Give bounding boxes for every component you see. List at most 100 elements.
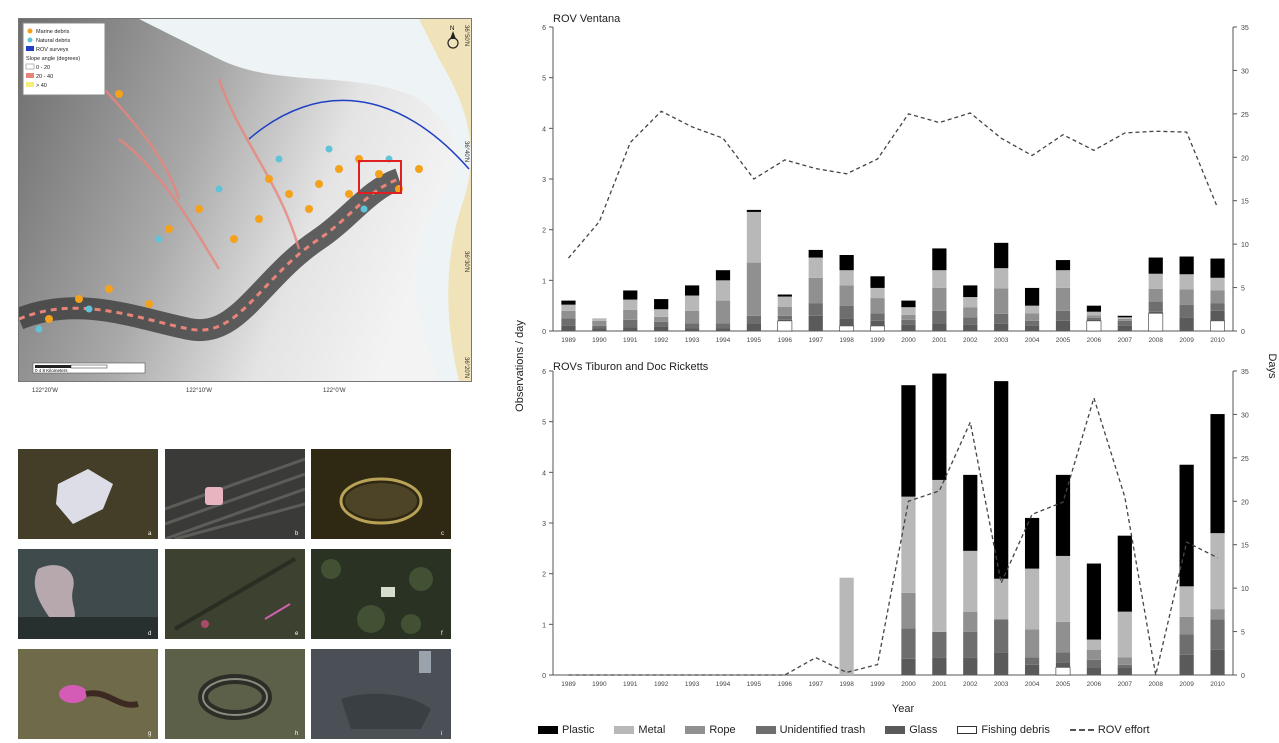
y2-tick-label: 0 — [1241, 673, 1245, 680]
bar-segment-metal — [1179, 274, 1194, 290]
bar-segment-glass — [1024, 664, 1040, 675]
legend-natural-debris-label: Natural debris — [36, 38, 70, 44]
x-tick-label: 2010 — [1210, 337, 1225, 344]
bar-segment-metal — [994, 578, 1009, 620]
x-tick-label: 2009 — [1179, 337, 1194, 344]
bar-segment-metal — [1210, 533, 1225, 610]
bar-segment-glass — [592, 328, 607, 331]
bar-segment-metal — [994, 268, 1009, 289]
bar-segment-plastic — [1024, 287, 1040, 306]
north-arrow: N — [447, 26, 459, 49]
chart-title: ROVs Tiburon and Doc Ricketts — [553, 361, 709, 373]
legend-label: Metal — [638, 724, 666, 736]
bar-segment-rope — [1024, 313, 1040, 321]
x-axis-label: Year — [892, 703, 915, 715]
bar-segment-rope — [901, 314, 916, 320]
scale-label: 0 4 8 Kilometers — [35, 368, 68, 373]
rov-effort-line — [567, 110, 1219, 259]
x-tick-label: 1995 — [747, 681, 762, 688]
bar-segment-rope — [1086, 315, 1102, 318]
x-tick-label: 1990 — [592, 681, 607, 688]
x-tick-label: 2005 — [1056, 681, 1071, 688]
bar-segment-unidentified-trash — [1055, 310, 1071, 321]
lon-label: 122°20'W — [32, 388, 58, 394]
photo-i: i — [311, 649, 451, 739]
y-tick-label: 4 — [542, 470, 546, 477]
scale-bar: 0 4 8 Kilometers — [32, 362, 146, 374]
y-tick-label: 3 — [542, 521, 546, 528]
bar-segment-glass — [1055, 320, 1071, 331]
bar-segment-rope — [808, 277, 823, 304]
legend-slope-low-label: 0 - 20 — [36, 65, 50, 71]
bar-segment-rope — [1179, 289, 1194, 305]
legend-item: Metal — [614, 724, 665, 736]
x-tick-label: 1991 — [623, 681, 638, 688]
legend-label: Glass — [909, 724, 938, 736]
bar-segment-unidentified-trash — [1148, 301, 1163, 312]
legend-item: ROV effort — [1069, 724, 1150, 736]
bar-segment-plastic — [1055, 260, 1071, 271]
bar-segment-unidentified-trash — [963, 631, 978, 658]
bar-segment-plastic — [1024, 517, 1040, 569]
legend-swatch — [685, 726, 706, 734]
bar-segment-metal — [1024, 305, 1040, 314]
bar-segment-glass — [715, 328, 731, 331]
bar-segment-rope — [1055, 621, 1071, 653]
bar-segment-metal — [870, 287, 885, 299]
bar-segment-metal — [1210, 277, 1225, 291]
x-tick-label: 2002 — [963, 337, 978, 344]
bar-segment-glass — [1117, 667, 1132, 675]
north-label: N — [450, 26, 454, 32]
bar-segment-fishing-debris — [870, 325, 885, 332]
bar-segment-unidentified-trash — [808, 303, 823, 316]
rov-track — [248, 99, 470, 170]
x-tick-label: 1998 — [839, 681, 854, 688]
bar-segment-rope — [839, 285, 854, 306]
bar-segment-fishing-debris — [1148, 312, 1164, 332]
bar-segment-plastic — [932, 248, 947, 271]
lat-label: 36°30'N — [463, 251, 469, 272]
x-tick-label: 1990 — [592, 337, 607, 344]
bar-segment-fishing-debris — [1086, 320, 1102, 332]
study-area-box — [358, 160, 402, 194]
y-tick-label: 0 — [542, 673, 546, 680]
x-tick-label: 1995 — [747, 337, 762, 344]
bar-segment-plastic — [963, 285, 978, 298]
bar-segment-glass — [746, 323, 762, 331]
bar-segment-plastic — [1179, 256, 1194, 275]
bar-segment-metal — [839, 270, 854, 286]
x-tick-label: 2008 — [1148, 337, 1163, 344]
x-tick-label: 1996 — [778, 681, 793, 688]
x-tick-label: 1992 — [654, 337, 669, 344]
debris-object — [381, 587, 395, 597]
bar-segment-glass — [963, 657, 978, 675]
bar-segment-glass — [870, 320, 885, 326]
bar-segment-plastic — [932, 373, 947, 480]
bar-segment-glass — [1210, 310, 1225, 321]
legend-slope-title: Slope angle (degrees) — [26, 56, 80, 62]
legend-swatch — [755, 726, 776, 734]
bar-segment-rope — [932, 287, 947, 311]
bar-segment-metal — [1179, 586, 1194, 617]
bar-segment-unidentified-trash — [684, 323, 700, 329]
y2-axis-label: Days — [1266, 353, 1278, 379]
bathymetry-map: Marine debris Natural debris ROV surveys… — [18, 18, 472, 382]
bar-segment-plastic — [901, 385, 916, 497]
bar-segment-rope — [1210, 609, 1225, 620]
x-tick-label: 1997 — [808, 681, 823, 688]
bar-segment-metal — [746, 211, 762, 263]
y2-tick-label: 25 — [1241, 456, 1249, 463]
bar-segment-unidentified-trash — [901, 628, 916, 659]
bar-segment-unidentified-trash — [746, 315, 762, 324]
bar-segment-glass — [1055, 662, 1071, 668]
bar-segment-unidentified-trash — [623, 319, 638, 328]
legend-item: Fishing debris — [957, 724, 1050, 736]
x-tick-label: 2002 — [963, 681, 978, 688]
rope-debris — [264, 603, 291, 620]
y2-tick-label: 0 — [1241, 329, 1245, 336]
bar-segment-rope — [963, 611, 978, 632]
legend-label: ROV effort — [1097, 724, 1150, 736]
photo-letter: e — [295, 631, 299, 637]
bar-segment-metal — [839, 577, 854, 675]
legend-slope-low-swatch — [25, 63, 35, 70]
